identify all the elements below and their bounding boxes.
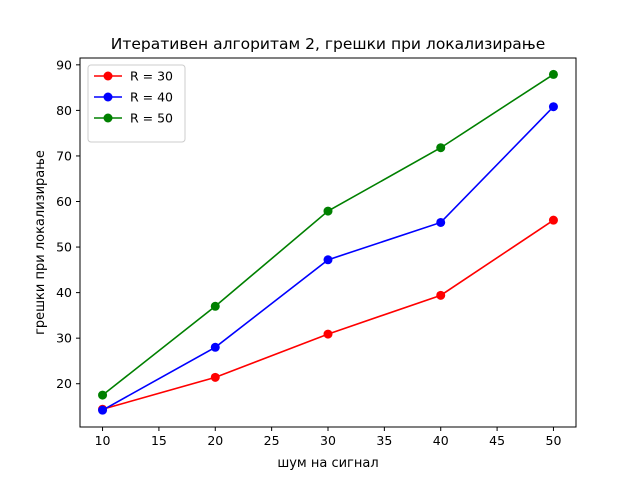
data-point <box>210 342 220 352</box>
x-tick-label: 40 <box>433 433 449 448</box>
y-tick-label: 60 <box>56 194 72 209</box>
data-point <box>436 217 446 227</box>
series-layer <box>98 69 558 415</box>
x-tick-label: 30 <box>320 433 336 448</box>
x-tick-label: 50 <box>546 433 562 448</box>
x-tick-label: 10 <box>95 433 111 448</box>
data-point <box>210 372 220 382</box>
legend: R = 30 R = 40 R = 50 <box>87 64 186 143</box>
data-point <box>548 69 558 79</box>
x-tick-label: 45 <box>489 433 505 448</box>
x-tick-label: 20 <box>207 433 223 448</box>
x-axis-label: шум на сигнал <box>277 456 378 471</box>
legend-label: R = 40 <box>130 90 173 105</box>
data-point <box>323 206 333 216</box>
data-point <box>323 255 333 265</box>
data-point <box>548 102 558 112</box>
legend-swatch-marker <box>103 92 113 102</box>
x-axis-ticks: 10 15 20 25 30 35 40 45 50 <box>95 427 562 448</box>
y-axis-ticks: 20 30 40 50 60 70 80 90 <box>56 57 80 391</box>
y-axis-label: грешки при локализирање <box>33 150 48 335</box>
y-tick-label: 90 <box>56 57 72 72</box>
legend-swatch-marker <box>103 113 113 123</box>
data-point <box>323 329 333 339</box>
data-point <box>548 215 558 225</box>
y-tick-label: 70 <box>56 148 72 163</box>
x-tick-label: 15 <box>151 433 167 448</box>
legend-frame <box>87 64 186 143</box>
data-point <box>210 301 220 311</box>
y-tick-label: 40 <box>56 285 72 300</box>
legend-label: R = 50 <box>130 111 173 126</box>
data-point <box>98 405 108 415</box>
data-point <box>98 390 108 400</box>
data-point <box>436 290 446 300</box>
y-tick-label: 20 <box>56 376 72 391</box>
legend-label: R = 30 <box>130 69 173 84</box>
data-point <box>436 143 446 153</box>
x-tick-label: 25 <box>264 433 280 448</box>
x-tick-label: 35 <box>376 433 392 448</box>
y-tick-label: 30 <box>56 331 72 346</box>
y-tick-label: 80 <box>56 103 72 118</box>
chart-title: Итеративен алгоритам 2, грешки при локал… <box>111 35 546 53</box>
legend-swatch-marker <box>103 71 113 81</box>
y-tick-label: 50 <box>56 240 72 255</box>
